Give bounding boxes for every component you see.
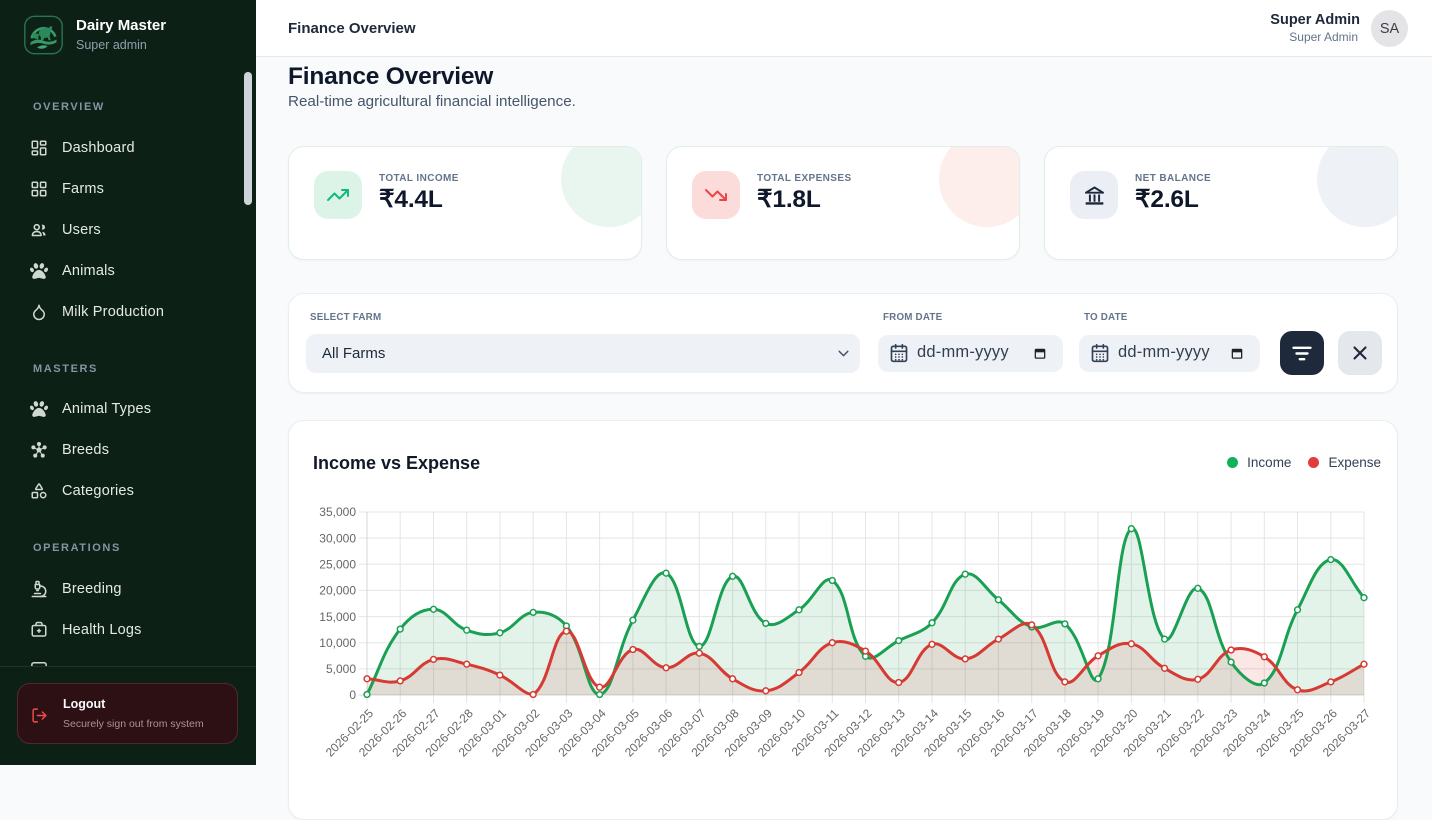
svg-text:15,000: 15,000 — [319, 610, 356, 624]
svg-text:10,000: 10,000 — [319, 636, 356, 650]
svg-text:0: 0 — [349, 688, 356, 702]
svg-text:20,000: 20,000 — [319, 584, 356, 598]
svg-text:30,000: 30,000 — [319, 531, 356, 545]
svg-text:25,000: 25,000 — [319, 558, 356, 572]
svg-text:35,000: 35,000 — [319, 505, 356, 519]
svg-text:5,000: 5,000 — [326, 662, 356, 676]
